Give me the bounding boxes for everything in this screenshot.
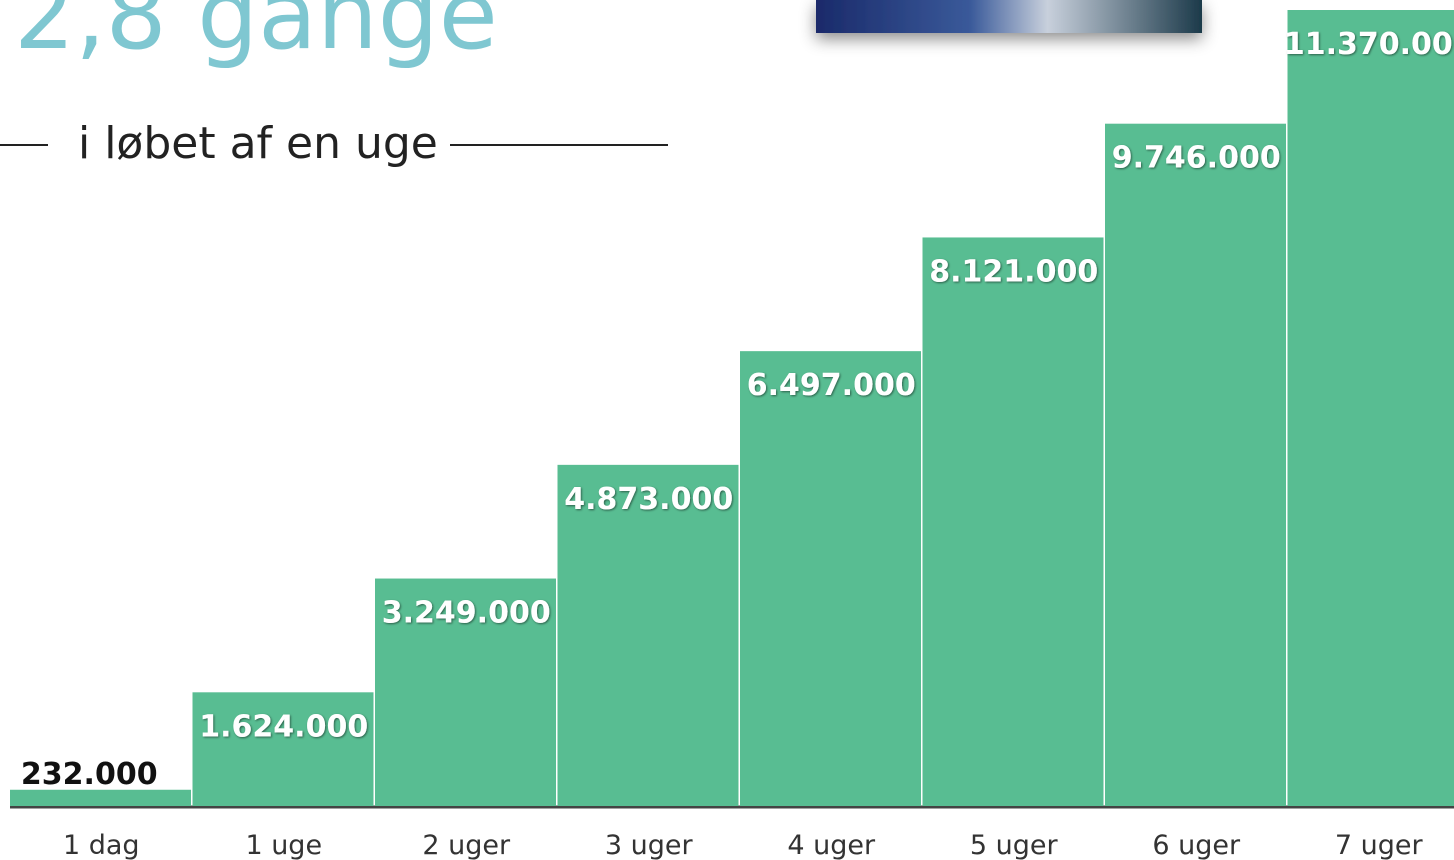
value-label: 4.873.000 xyxy=(564,482,733,517)
bar xyxy=(740,351,921,806)
value-label: 1.624.000 xyxy=(199,709,368,744)
value-label: 11.370.000 xyxy=(1284,27,1454,62)
x-tick-label: 3 uger xyxy=(605,830,694,860)
x-tick-label: 4 uger xyxy=(787,830,876,860)
bar xyxy=(10,789,191,806)
value-label: 6.497.000 xyxy=(747,368,916,403)
x-tick-label: 1 dag xyxy=(63,830,140,860)
bar xyxy=(1287,10,1454,806)
value-label: 232.000 xyxy=(21,757,158,792)
bar xyxy=(1105,123,1286,807)
bar xyxy=(192,692,374,806)
x-tick-label: 1 uge xyxy=(245,830,322,860)
bar xyxy=(375,578,556,806)
chart-title: 2,8 gange xyxy=(14,0,498,71)
x-tick-label: 6 uger xyxy=(1152,830,1241,860)
bar xyxy=(557,464,739,806)
value-label: 9.746.000 xyxy=(1112,141,1281,176)
bar xyxy=(922,237,1104,807)
x-tick-label: 2 uger xyxy=(422,830,511,860)
photo xyxy=(816,0,1202,33)
value-label: 3.249.000 xyxy=(382,596,551,631)
x-tick-label: 5 uger xyxy=(970,830,1059,860)
x-tick-label: 7 uger xyxy=(1335,830,1424,860)
value-label: 8.121.000 xyxy=(929,254,1098,289)
chart-subtitle: i løbet af en uge xyxy=(78,118,438,169)
